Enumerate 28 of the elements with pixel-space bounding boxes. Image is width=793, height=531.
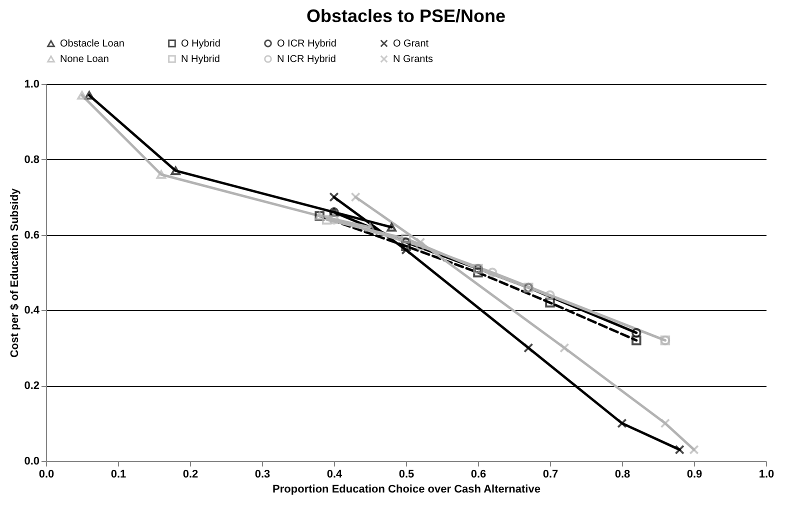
legend-label: N ICR Hybrid bbox=[277, 54, 336, 65]
y-tick-label: 0.8 bbox=[24, 154, 40, 166]
x-tick-label: 0.3 bbox=[254, 468, 270, 480]
legend-label: N Hybrid bbox=[181, 54, 220, 65]
x-tick-label: 1.0 bbox=[758, 468, 774, 480]
x-axis-title: Proportion Education Choice over Cash Alternative bbox=[272, 484, 540, 496]
x-tick-label: 0.2 bbox=[182, 468, 198, 480]
x-tick-label: 0.4 bbox=[326, 468, 344, 480]
x-tick-label: 0.8 bbox=[614, 468, 630, 480]
legend-label: None Loan bbox=[60, 54, 109, 65]
legend-label: O Grant bbox=[393, 38, 429, 50]
x-tick-label: 0.7 bbox=[542, 468, 558, 480]
legend-label: O Hybrid bbox=[181, 38, 220, 50]
x-tick-label: 0.6 bbox=[470, 468, 486, 480]
x-tick-label: 0.5 bbox=[398, 468, 414, 480]
y-tick-label: 0.0 bbox=[24, 456, 40, 468]
chart-title: Obstacles to PSE/None bbox=[306, 6, 506, 26]
x-tick-label: 0.0 bbox=[38, 468, 54, 480]
y-tick-label: 0.6 bbox=[24, 229, 40, 242]
x-tick-label: 0.9 bbox=[686, 468, 702, 480]
legend-label: O ICR Hybrid bbox=[277, 38, 336, 50]
y-tick-label: 1.0 bbox=[24, 78, 40, 90]
x-tick-label: 0.1 bbox=[110, 468, 126, 480]
y-tick-label: 0.2 bbox=[24, 380, 40, 392]
legend-label: Obstacle Loan bbox=[60, 38, 124, 50]
y-axis-title: Cost per $ of Education Subsidy bbox=[9, 187, 22, 358]
legend-label: N Grants bbox=[393, 54, 434, 65]
y-tick-label: 0.4 bbox=[24, 304, 40, 317]
